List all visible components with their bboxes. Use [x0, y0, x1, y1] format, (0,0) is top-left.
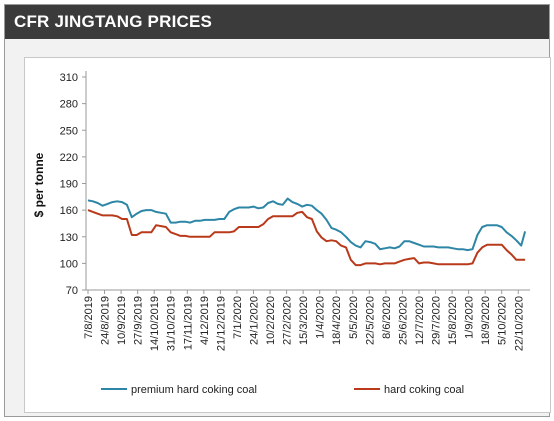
x-tick-label: 21/12/2019: [215, 296, 227, 351]
x-tick-label: 15/3/2020: [298, 296, 310, 345]
x-tick-label: 27/2/2020: [282, 296, 294, 345]
x-axis: 7/8/2019 24/8/2019 10/9/2019 27/9/2019 14/10…: [83, 289, 530, 351]
x-tick-label: 18/4/2020: [331, 296, 343, 345]
x-tick-label: 5/10/2020: [497, 296, 509, 345]
x-tick-label: 18/9/2020: [480, 296, 492, 345]
x-tick-label: 22/5/2020: [364, 296, 376, 345]
y-tick-label: 190: [60, 179, 78, 191]
y-tick-label: 70: [66, 285, 78, 297]
x-tick-label: 17/11/2019: [182, 296, 194, 350]
y-tick-label: 280: [60, 99, 78, 111]
series-line-hard-coking-coal: [87, 209, 526, 267]
y-tick-label: 310: [60, 72, 78, 84]
y-tick-label: 130: [60, 232, 78, 244]
x-tick-label: 7/8/2019: [83, 296, 95, 339]
x-tick-label: 22/10/2020: [513, 296, 525, 351]
y-axis-label: $ per tonne: [32, 152, 46, 217]
x-tick-label: 25/6/2020: [397, 296, 409, 345]
x-tick-label: 24/1/2020: [248, 296, 260, 345]
y-axis: 70 100 130 160 190 220 250 280 310: [60, 71, 87, 297]
x-tick-label: 14/10/2019: [149, 296, 161, 351]
x-tick-label: 8/6/2020: [381, 296, 393, 339]
x-tick-label: 7/1/2020: [232, 296, 244, 339]
x-tick-label: 1/9/2020: [464, 296, 476, 339]
x-tick-label: 24/8/2019: [100, 296, 112, 345]
chart-panel: [24, 57, 551, 413]
x-tick-label: 12/7/2020: [414, 296, 426, 345]
series-line-premium-hard-coking-coal: [87, 197, 527, 252]
chart-title: CFR JINGTANG PRICES: [14, 12, 213, 31]
x-tick-label: 31/10/2019: [166, 296, 178, 351]
chart-header: CFR JINGTANG PRICES: [5, 5, 549, 39]
x-tick-label: 27/9/2019: [133, 296, 145, 345]
y-tick-label: 100: [60, 258, 78, 270]
x-tick-label: 10/9/2019: [116, 296, 128, 345]
legend-label: hard coking coal: [384, 384, 464, 396]
chart-frame: CFR JINGTANG PRICES: [4, 4, 551, 417]
legend: premium hard coking coal hard coking coal: [101, 384, 464, 396]
series-lines: [87, 197, 527, 267]
y-tick-label: 250: [60, 125, 78, 137]
x-tick-label: 5/5/2020: [348, 296, 360, 339]
x-tick-label: 29/7/2020: [431, 296, 443, 345]
x-tick-label: 15/8/2020: [447, 296, 459, 345]
y-tick-label: 160: [60, 205, 78, 217]
x-tick-label: 4/12/2019: [199, 296, 211, 345]
x-tick-label: 10/2/2020: [265, 296, 277, 345]
y-tick-label: 220: [60, 152, 78, 164]
legend-label: premium hard coking coal: [131, 384, 257, 396]
x-tick-label: 1/4/2020: [315, 296, 327, 339]
